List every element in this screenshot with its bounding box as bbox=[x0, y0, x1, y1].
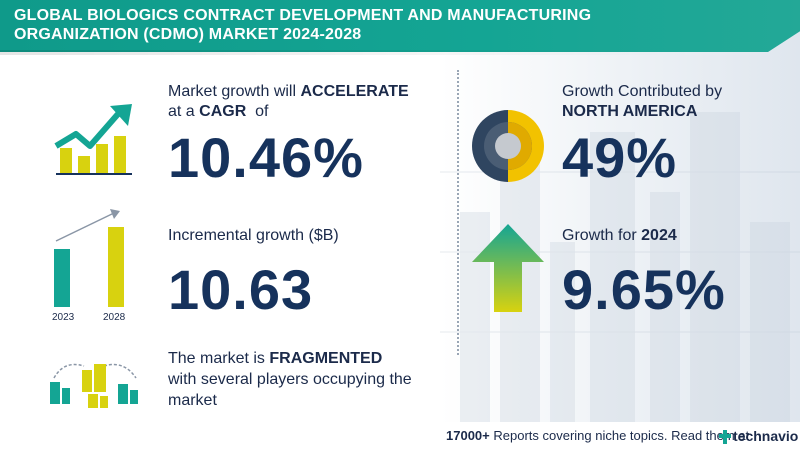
cagr-label-line2-suffix: of bbox=[246, 103, 269, 120]
technavio-brand[interactable]: technavio bbox=[733, 428, 799, 444]
footer-message: Reports covering niche topics. Read them… bbox=[489, 428, 750, 443]
column-divider bbox=[457, 70, 459, 355]
region-label-text: Growth Contributed by bbox=[562, 83, 723, 100]
region-value: 49% bbox=[562, 126, 678, 189]
city-skyline-background bbox=[440, 112, 800, 422]
incremental-label: Incremental growth ($B) bbox=[168, 227, 339, 244]
cagr-label-line2-prefix: at a bbox=[168, 103, 200, 120]
technavio-logo-icon bbox=[719, 430, 731, 444]
region-label: Growth Contributed by NORTH AMERICA bbox=[562, 82, 722, 122]
title-line-1: GLOBAL BIOLOGICS CONTRACT DEVELOPMENT AN… bbox=[14, 7, 592, 24]
growth-year: 2024 bbox=[641, 227, 677, 244]
up-arrow-icon bbox=[472, 224, 544, 312]
market-label-line2: with several players occupying the bbox=[168, 371, 412, 388]
bar-year-start: 2023 bbox=[52, 312, 75, 323]
trend-up-chart-icon bbox=[54, 104, 132, 175]
cagr-label-bold: ACCELERATE bbox=[300, 83, 409, 100]
incremental-value: 10.63 bbox=[168, 258, 314, 321]
title-line-2: ORGANIZATION (CDMO) MARKET 2024-2028 bbox=[14, 26, 362, 43]
growth-year-label: Growth for 2024 bbox=[562, 226, 677, 246]
donut-chart-icon bbox=[472, 110, 544, 182]
market-label-prefix: The market is bbox=[168, 350, 270, 367]
cagr-label-line2-bold: CAGR bbox=[199, 103, 247, 120]
cagr-value: 10.46% bbox=[168, 126, 364, 189]
cagr-label-prefix: Market growth will bbox=[168, 83, 301, 100]
bar-comparison-icon bbox=[54, 209, 124, 307]
region-name: NORTH AMERICA bbox=[562, 103, 698, 120]
growth-year-label-prefix: Growth for bbox=[562, 227, 642, 244]
footer-text: 17000+ Reports covering niche topics. Re… bbox=[446, 428, 749, 443]
market-label: The market is FRAGMENTED with several pl… bbox=[168, 348, 412, 411]
page-title: GLOBAL BIOLOGICS CONTRACT DEVELOPMENT AN… bbox=[14, 6, 654, 44]
buildings-network-icon bbox=[50, 363, 138, 408]
footer-count: 17000+ bbox=[446, 428, 490, 443]
market-label-line3: market bbox=[168, 392, 217, 409]
cagr-label: Market growth will ACCELERATE at a CAGR … bbox=[168, 82, 409, 122]
bar-year-end: 2028 bbox=[103, 312, 126, 323]
header-banner bbox=[0, 0, 800, 52]
market-label-bold: FRAGMENTED bbox=[269, 350, 383, 367]
header-shadow bbox=[0, 50, 700, 55]
growth-year-value: 9.65% bbox=[562, 258, 726, 321]
